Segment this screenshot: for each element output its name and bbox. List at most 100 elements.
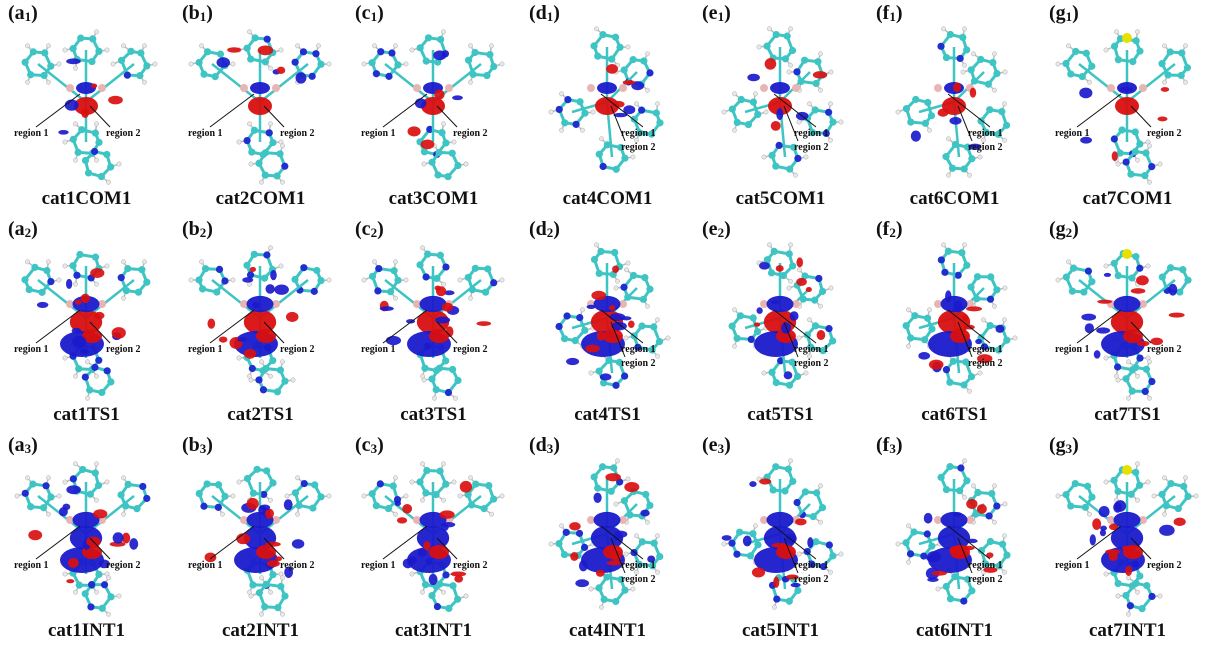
boron-atom	[587, 516, 595, 524]
hydrogen-atom	[1135, 157, 1140, 163]
orbital-lobe	[969, 87, 977, 98]
panel-caption: cat2TS1	[227, 404, 294, 425]
boron-atom	[792, 300, 800, 308]
hydrogen-atom	[403, 493, 409, 499]
region-1-label: region 1	[361, 344, 396, 355]
carbon-atom	[1127, 170, 1135, 178]
boron-atom	[98, 84, 106, 92]
panel-caption: cat1COM1	[41, 188, 132, 209]
hydrogen-atom	[962, 62, 967, 68]
carbon-atom	[998, 108, 1006, 116]
hydrogen-atom	[927, 307, 932, 313]
carbon-atom	[937, 473, 945, 481]
carbon-atom	[612, 33, 620, 41]
orbital-lobe	[1111, 151, 1118, 162]
hydrogen-atom	[326, 61, 332, 67]
region-2-arrow	[436, 321, 458, 344]
nitrogen-atom	[580, 543, 589, 552]
carbon-atom	[291, 275, 299, 284]
panel-caption: cat2COM1	[215, 188, 306, 209]
carbon-atom	[95, 47, 103, 55]
carbon-atom	[986, 106, 994, 114]
carbon-atom	[444, 173, 452, 181]
hydrogen-atom	[753, 523, 758, 529]
carbon-atom	[963, 575, 972, 583]
hydrogen-atom	[268, 65, 273, 71]
carbon-atom	[1067, 502, 1075, 510]
carbon-atom	[281, 592, 289, 600]
carbon-atom	[968, 155, 976, 163]
hydrogen-atom	[1126, 611, 1131, 617]
carbon-atom	[1136, 572, 1144, 580]
carbon-atom	[737, 95, 745, 104]
carbon-atom	[977, 55, 985, 64]
boron-atom	[1139, 84, 1147, 92]
carbon-atom	[247, 55, 255, 63]
nitrogen-atom	[825, 108, 833, 116]
region-1-label: region 1	[968, 560, 1003, 571]
region-1-label: region 1	[361, 128, 396, 139]
nitrogen-atom	[139, 482, 147, 491]
nitrogen-atom	[634, 343, 642, 351]
panel-g3: (g3) region 1 region 2 cat7INT1	[1041, 432, 1214, 648]
orbital-lobe	[394, 500, 402, 507]
orbital-lobe	[953, 512, 962, 517]
nitrogen-atom	[281, 162, 289, 170]
orbital-lobe	[1130, 288, 1146, 294]
sulfur-atom	[1122, 465, 1132, 475]
region-1-label: region 1	[794, 344, 829, 355]
carbon-atom	[785, 381, 794, 389]
nitrogen-atom	[300, 264, 308, 272]
nitrogen-atom	[263, 35, 271, 43]
bond	[211, 63, 261, 103]
orbital-lobe	[79, 349, 89, 354]
carbon-atom	[785, 597, 793, 605]
hydrogen-atom	[645, 519, 650, 525]
carbon-atom	[600, 595, 608, 603]
carbon-atom	[963, 46, 971, 54]
carbon-atom	[910, 528, 918, 536]
nitrogen-atom	[563, 312, 571, 320]
panel-b2: (b2) region 1 region 2 cat2TS1	[174, 216, 347, 432]
hydrogen-atom	[361, 61, 367, 67]
nitrogen-atom	[299, 48, 308, 56]
hydrogen-atom	[62, 571, 68, 577]
carbon-atom	[88, 57, 96, 66]
orbital-lobe	[770, 120, 781, 131]
hydrogen-atom	[1002, 285, 1008, 291]
carbon-atom	[1062, 59, 1070, 68]
carbon-atom	[1132, 468, 1140, 476]
nitrogen-atom	[221, 277, 229, 285]
carbon-atom	[21, 276, 29, 284]
hydrogen-atom	[94, 121, 99, 127]
nitrogen-atom	[308, 72, 316, 80]
region-2-label: region 2	[1147, 344, 1182, 355]
carbon-atom	[987, 273, 995, 281]
carbon-atom	[203, 480, 211, 488]
region-2-arrow	[783, 321, 799, 358]
nitrogen-atom	[260, 490, 268, 499]
hydrogen-atom	[290, 377, 296, 383]
carbon-atom	[581, 109, 589, 117]
hydrogen-atom	[1002, 569, 1007, 575]
carbon-atom	[436, 251, 444, 259]
region-2-label: region 2	[621, 142, 656, 153]
hydrogen-atom	[280, 179, 285, 185]
orbital-lobe	[753, 322, 761, 327]
nitrogen-atom	[794, 154, 802, 163]
orbital-lobe	[423, 540, 431, 552]
carbon-atom	[982, 560, 990, 568]
orbital-lobe	[1110, 525, 1144, 551]
hydrogen-atom	[62, 263, 68, 269]
boron-atom	[272, 84, 280, 92]
hydrogen-atom	[284, 493, 290, 499]
orbital-lobe	[396, 517, 408, 524]
hydrogen-atom	[615, 278, 620, 284]
hydrogen-atom	[441, 461, 446, 467]
hydrogen-atom	[625, 44, 631, 50]
hydrogen-atom	[1157, 161, 1163, 167]
carbon-atom	[790, 143, 798, 151]
carbon-atom	[801, 272, 809, 280]
region-1-label: region 1	[188, 344, 223, 355]
boron-atom	[240, 516, 248, 524]
